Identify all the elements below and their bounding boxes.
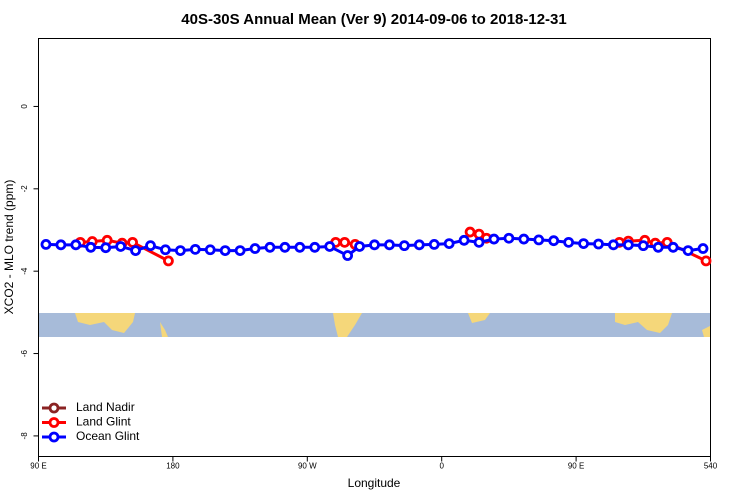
data-point [324,241,336,252]
data-point [369,239,380,251]
data-point [115,241,127,252]
data-point [503,232,515,244]
map-strip [39,313,710,337]
x-axis-label: Longitude [348,476,401,490]
data-point [342,250,354,261]
data-point [548,235,560,247]
x-tick-label: 90 E [30,462,46,471]
data-point [85,241,97,253]
y-tick-label: 0 [20,104,29,109]
legend-marker [48,431,60,443]
data-point [488,233,500,245]
data-point [464,226,476,238]
data-point [130,245,141,256]
data-point [100,242,112,254]
data-point [264,241,276,253]
data-point [294,241,306,253]
data-point [667,241,679,253]
data-point [473,236,485,248]
data-point [622,239,634,251]
data-point [413,239,425,251]
data-point [40,239,52,250]
x-tick-label: 180 [166,462,180,471]
data-point [593,238,604,250]
x-tick-label: 90 E [568,462,584,471]
x-tick-label: 0 [439,462,444,471]
data-point [163,255,174,267]
data-point [160,244,171,256]
x-tick-label: 540 [704,462,718,471]
data-point [682,245,694,256]
data-point [652,241,664,253]
data-point [398,240,410,252]
y-axis-label: XCO2 - MLO trend (ppm) [2,180,16,315]
legend-marker [48,417,60,428]
data-point [189,243,201,255]
data-point [354,241,365,252]
data-point [309,241,321,253]
legend-label: Land Nadir [76,400,135,414]
y-tick-label: -4 [20,267,29,275]
legend-marker [48,402,60,414]
data-point [533,234,545,246]
data-point [127,236,138,248]
chart-title: 40S-30S Annual Mean (Ver 9) 2014-09-06 t… [181,11,566,28]
data-point [608,239,619,251]
data-point [279,241,291,253]
data-point [443,238,455,249]
data-point [70,239,82,251]
x-tick-label: 90 W [298,462,317,471]
y-tick-label: -6 [20,349,29,357]
data-point [249,243,261,254]
data-point [697,243,709,254]
data-point [428,239,440,250]
data-point [55,239,67,251]
data-point [578,238,589,249]
data-point [219,245,231,256]
data-point [458,234,470,246]
plot-frame [38,38,711,457]
data-point [518,233,530,245]
legend-label: Ocean Glint [76,429,140,443]
data-point [637,240,649,252]
legend-label: Land Glint [76,415,131,429]
data-point [234,245,246,256]
data-point [384,239,395,251]
data-point [145,240,156,252]
data-point [339,236,351,248]
data-point [204,244,216,256]
y-tick-label: -8 [20,432,29,440]
data-point [563,236,575,248]
data-point [700,255,712,267]
y-tick-label: -2 [20,185,29,193]
data-point [174,245,186,256]
